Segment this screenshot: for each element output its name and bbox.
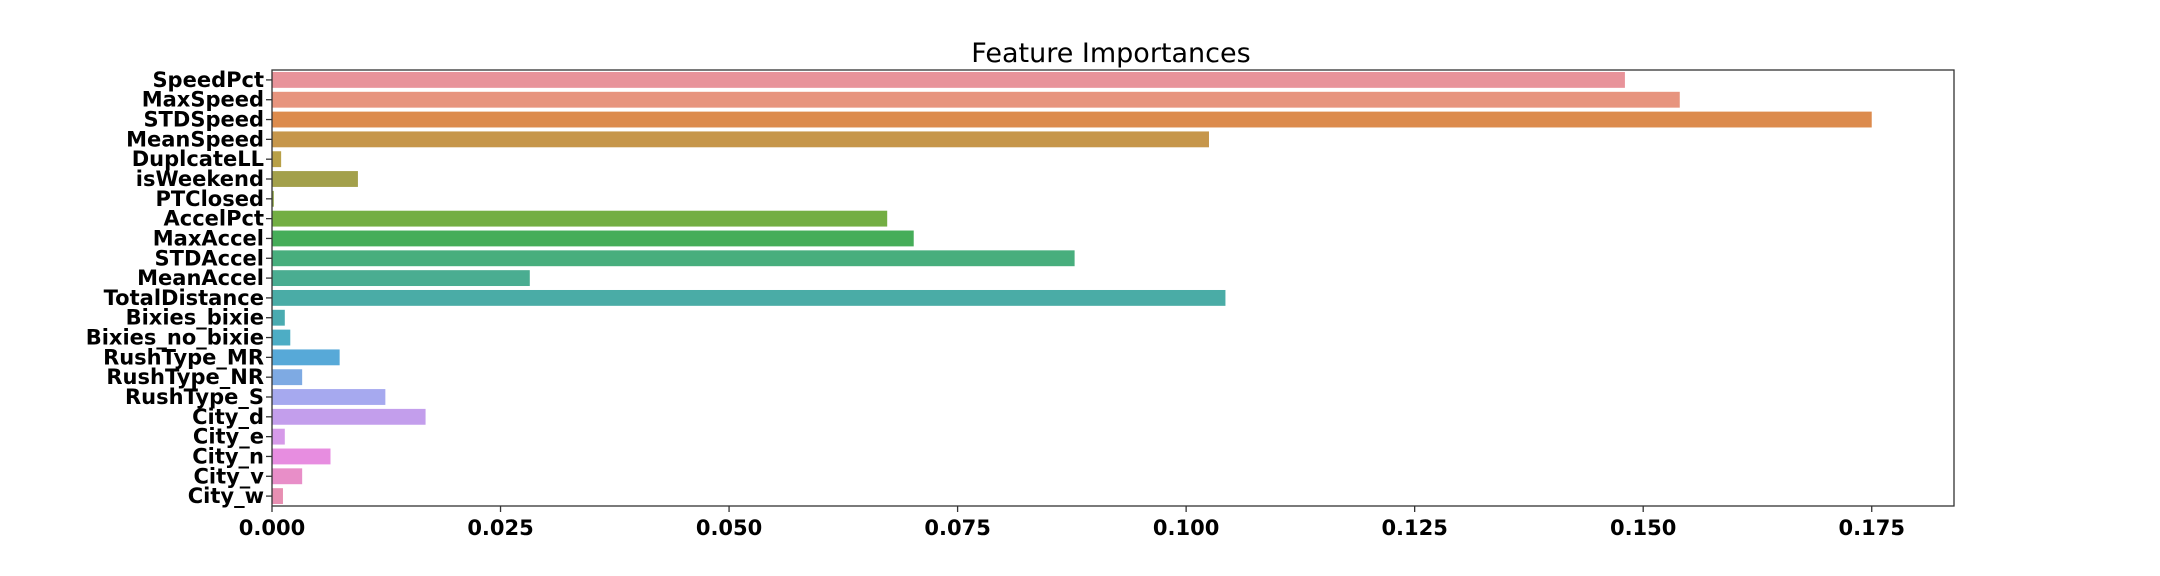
plot-frame [271,69,1955,507]
category-label: Bixies_no_bixie [86,326,264,350]
bar-rushtype-s [272,389,386,405]
bar-bixies-bixie [272,309,285,326]
bar-duplcatell [272,151,282,168]
bar-bixies-no-bixie [272,329,291,346]
bar-maxspeed [272,91,1680,108]
category-label: isWeekend [136,167,264,191]
category-label: City_e [193,425,264,449]
category-label: STDSpeed [143,108,264,132]
bar-city-d [272,408,426,425]
x-tick-label: 0.125 [1381,516,1447,540]
chart-title: Feature Importances [971,38,1250,69]
category-label: RushType_MR [103,345,264,369]
bar-rushtype-mr [272,349,340,366]
category-label: RushType_S [125,385,264,409]
x-tick-label: 0.100 [1153,516,1219,540]
category-label: MeanAccel [137,266,264,290]
category-label: City_n [192,444,264,468]
category-labels: SpeedPctMaxSpeedSTDSpeedMeanSpeedDuplcat… [86,68,272,508]
category-label: PTClosed [155,187,264,211]
category-label: Bixies_bixie [126,306,264,330]
x-tick-label: 0.000 [239,516,305,540]
category-label: City_d [192,405,264,429]
bar-ptclosed [272,190,274,207]
bar-isweekend [272,171,358,187]
bar-meanaccel [272,270,530,287]
bar-maxaccel [272,230,914,247]
category-label: RushType_NR [106,365,264,389]
x-tick-label: 0.075 [924,516,990,540]
bar-meanspeed [272,131,1209,148]
x-axis: 0.000 0.025 0.050 0.075 0.100 0.125 0.150 0.175 [239,506,1905,540]
bar-city-v [272,468,303,485]
bar-totaldistance [272,289,1226,306]
category-label: SpeedPct [152,68,264,92]
bar-accelpct [272,210,888,227]
x-tick-label: 0.050 [696,516,762,540]
category-label: AccelPct [164,207,264,231]
bar-stdaccel [272,250,1075,267]
x-tick-label: 0.175 [1839,516,1905,540]
bar-speedpct [272,71,1625,88]
bar-rushtype-nr [272,369,303,386]
x-tick-label: 0.025 [467,516,533,540]
bar-city-n [272,448,331,465]
category-label: MeanSpeed [126,127,264,151]
bar-city-e [272,428,285,445]
category-label: MaxSpeed [142,88,264,112]
bar-stdspeed [272,111,1872,128]
category-label: DuplcateLL [132,147,264,171]
category-label: City_v [193,464,264,488]
category-label: TotalDistance [104,286,264,310]
bars-layer [272,71,1872,505]
category-label: STDAccel [155,246,264,270]
category-label: MaxAccel [153,226,264,250]
bar-city-w [272,488,283,505]
x-tick-label: 0.150 [1610,516,1676,540]
category-label: City_w [188,484,264,508]
